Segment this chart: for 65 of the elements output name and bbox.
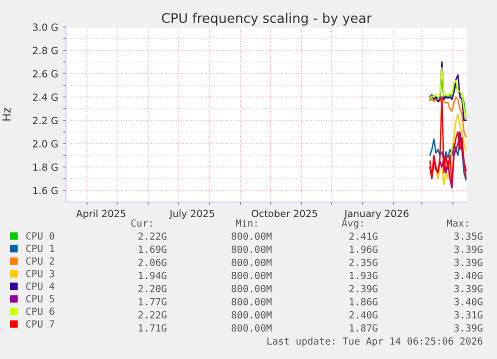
y-tick-label: 3.0 G (33, 23, 58, 31)
legend-label: CPU 5 (26, 295, 54, 302)
legend-label: CPU 0 (26, 232, 54, 240)
x-tick-label: January 2026 (344, 210, 409, 220)
x-tick-label: April 2025 (76, 210, 126, 220)
y-axis-title: Hz (2, 108, 11, 121)
text: 3.35G (454, 232, 482, 240)
text: 3.31G (454, 311, 482, 319)
text: 1.86G (350, 298, 378, 306)
y-tick-label: 2.4 G (32, 93, 58, 101)
text: 3.39G (454, 324, 482, 332)
y-tick-label: 2.0 G (32, 140, 58, 148)
text: 800.00M (232, 232, 272, 240)
text: 2.20G (138, 284, 166, 292)
x-tick-label: October 2025 (252, 210, 318, 218)
text: 2.35G (349, 258, 378, 266)
text: Last update: Tue Apr 14 06:25:06 2026 (267, 337, 482, 347)
y-tick-label: 2.2 G (32, 116, 58, 124)
text: 2.41G (349, 232, 378, 240)
text: Cur: (131, 219, 152, 227)
text: 2.22G (138, 311, 166, 319)
y-tick-label: 1.6 G (33, 186, 58, 194)
line-series (429, 114, 467, 186)
text: 1.96G (350, 246, 378, 253)
line-series (429, 96, 467, 138)
legend-label: CPU 4 (26, 282, 54, 290)
legend-label: CPU 6 (26, 308, 54, 316)
text: 3.40G (454, 298, 482, 306)
text: 1.71G (138, 324, 166, 332)
legend-label: CPU 3 (26, 270, 54, 278)
text: 800.00M (232, 246, 272, 253)
text: 1.69G (138, 246, 166, 253)
legend-label: CPU 1 (26, 244, 54, 252)
text: 800.00M (232, 311, 272, 319)
text: 800.00M (232, 272, 272, 280)
text: 2.39G (349, 284, 378, 292)
text: 3.39G (454, 246, 482, 253)
text: 1.93G (350, 272, 378, 280)
y-tick-label: 2.8 G (32, 46, 58, 54)
y-tick-label: 1.8 G (33, 163, 58, 171)
text: 800.00M (232, 258, 272, 266)
text: 1.94G (138, 272, 166, 280)
line-series (429, 131, 467, 189)
text: 1.77G (138, 298, 166, 306)
line-series (429, 78, 467, 119)
line-series (429, 96, 467, 186)
text: Max: (446, 220, 468, 227)
chart-title: CPU frequency scaling - by year (162, 12, 372, 26)
text: 2.22G (138, 232, 166, 240)
x-tick-label: July 2025 (169, 210, 214, 220)
legend-label: CPU 7 (26, 320, 54, 328)
text: 2.40G (349, 311, 378, 319)
text: 800.00M (232, 324, 272, 332)
text: 3.39G (454, 284, 482, 292)
text: 3.40G (454, 272, 482, 280)
line-series (429, 137, 467, 181)
text: 2.06G (138, 258, 166, 266)
y-tick-label: 2.6 G (32, 70, 58, 78)
text: 800.00M (232, 284, 272, 292)
text: 3.39G (454, 258, 482, 266)
text: 1.87G (350, 324, 378, 332)
text: Avg: (342, 219, 363, 229)
text: 800.00M (232, 298, 272, 306)
legend-label: CPU 2 (26, 257, 54, 265)
text: Min: (236, 219, 257, 227)
